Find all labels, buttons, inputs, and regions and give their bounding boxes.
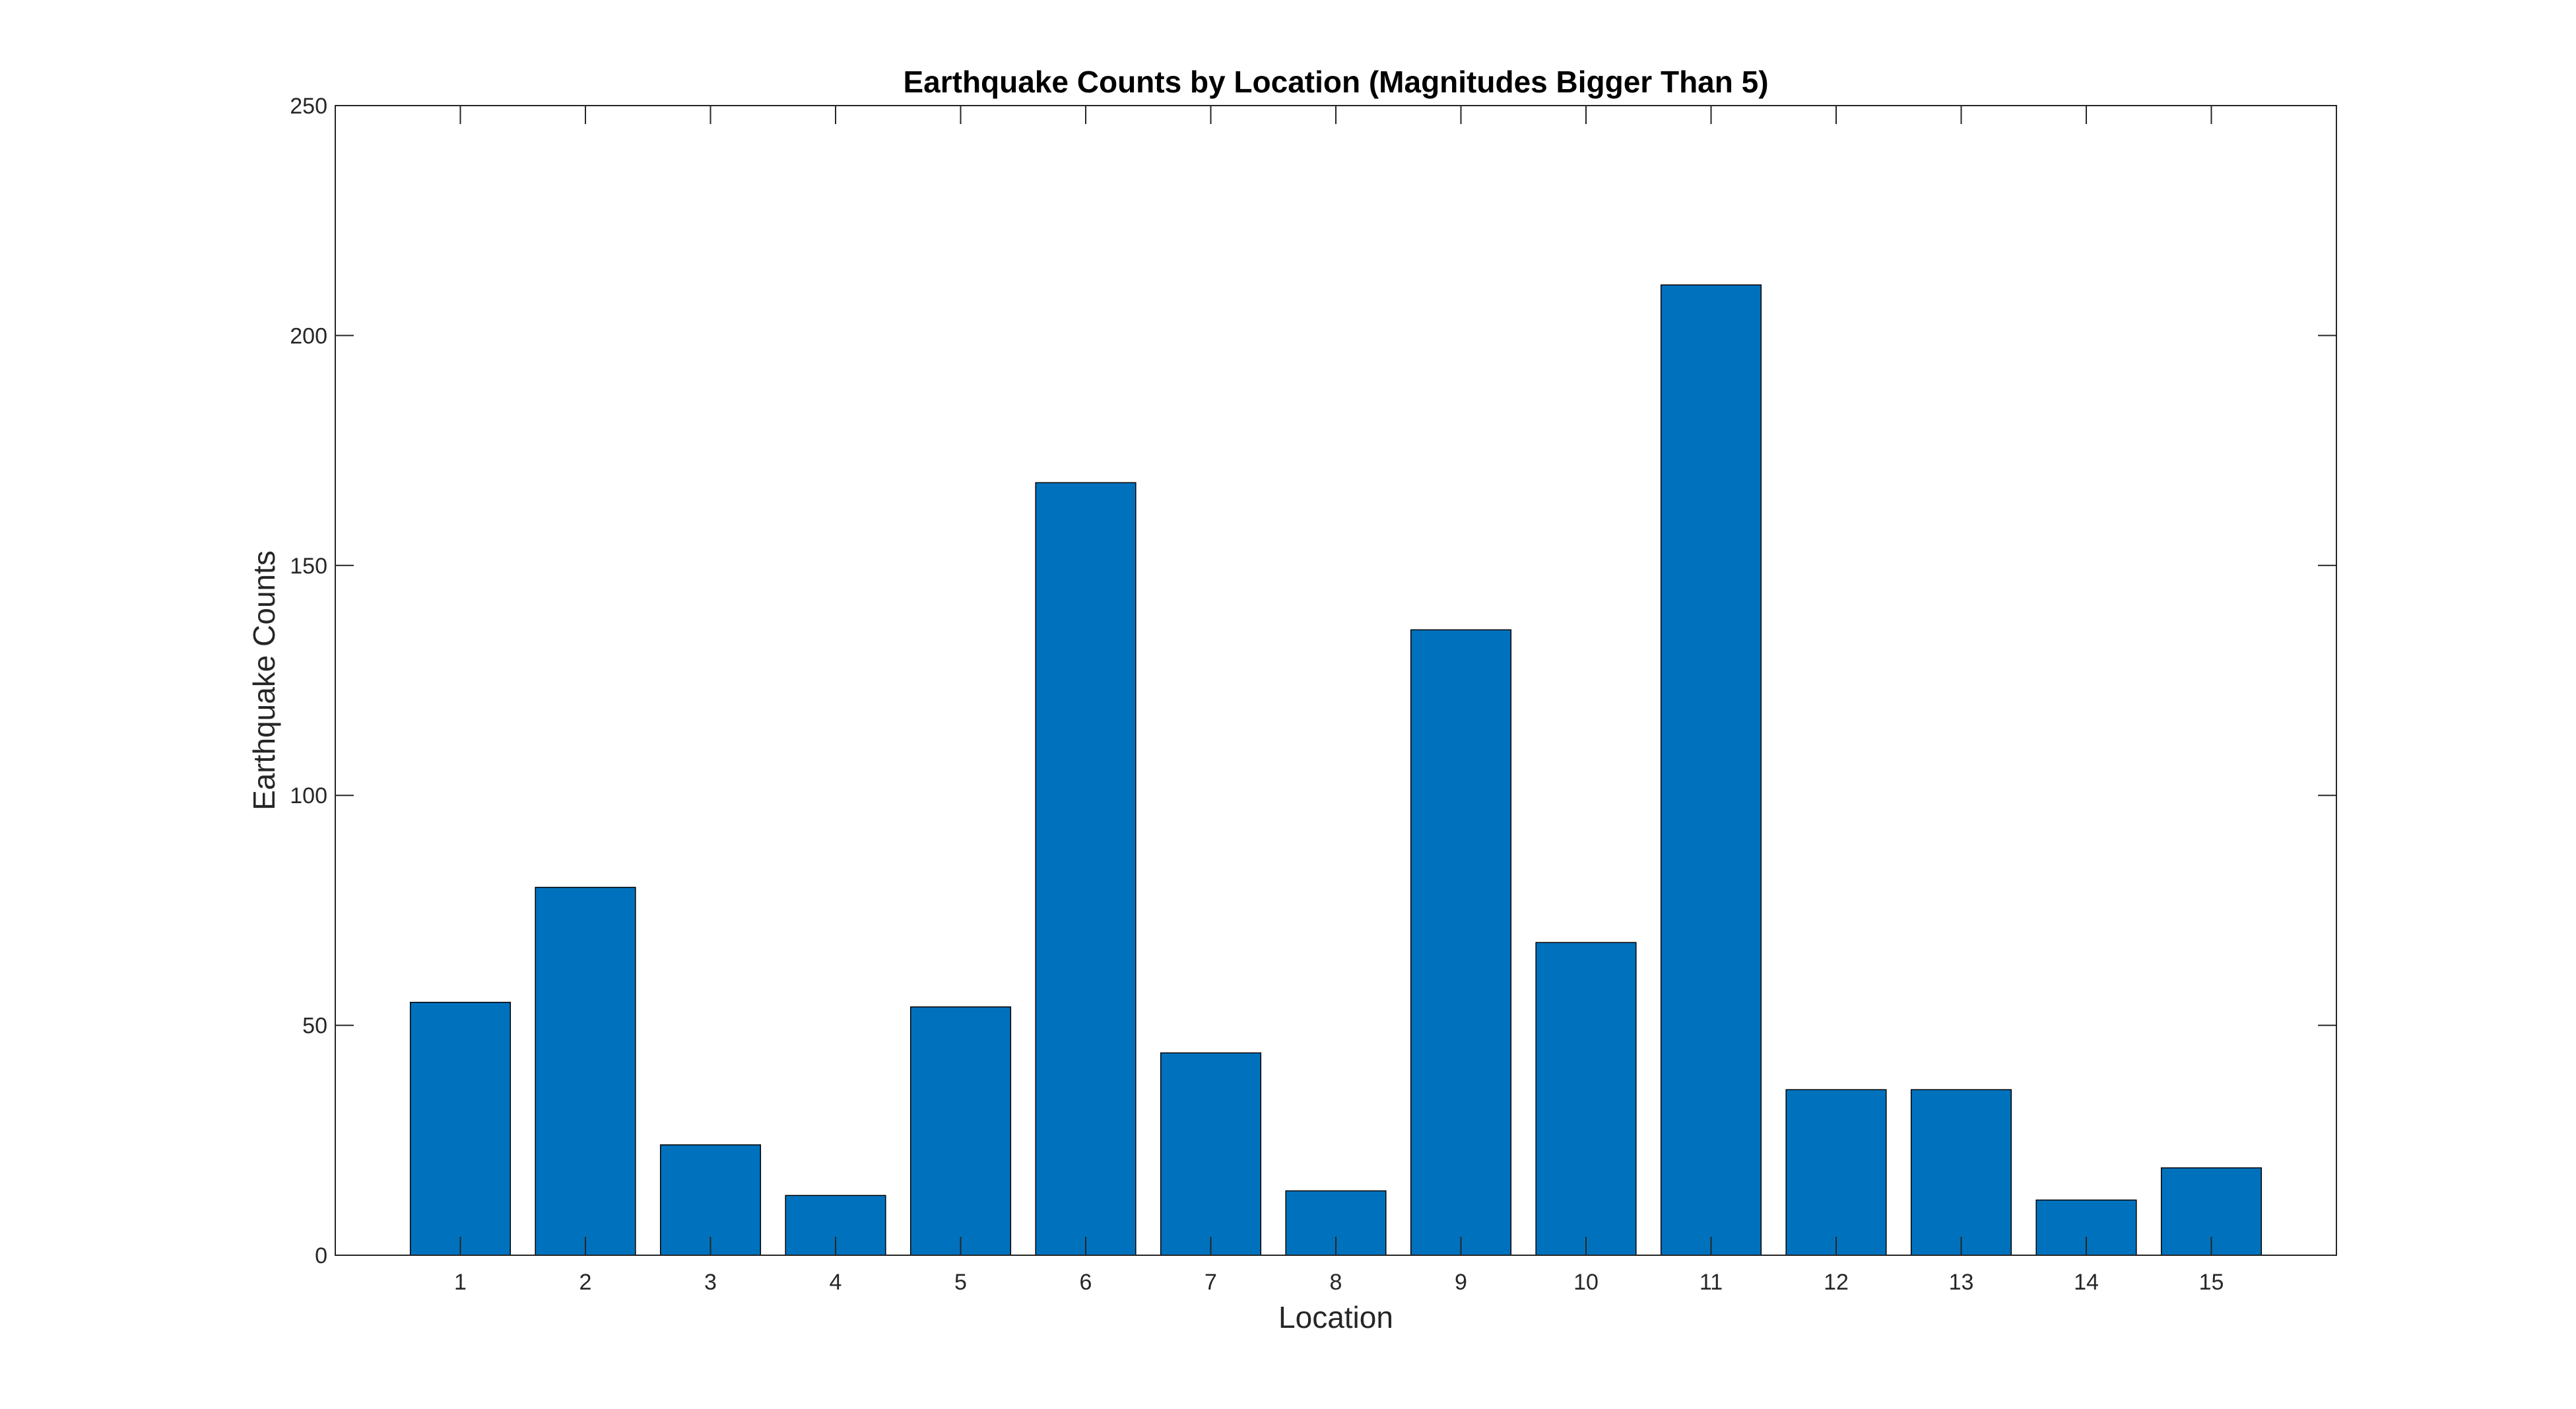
y-tick-label: 200 bbox=[290, 323, 327, 348]
y-tick-label: 250 bbox=[290, 94, 327, 119]
x-tick-label: 12 bbox=[1824, 1270, 1849, 1295]
x-tick-label: 13 bbox=[1949, 1270, 1974, 1295]
bar-7 bbox=[1160, 1052, 1262, 1256]
x-tick-label: 1 bbox=[454, 1270, 467, 1295]
bar-6 bbox=[1035, 482, 1137, 1256]
y-tick-label: 100 bbox=[290, 783, 327, 808]
x-tick-label: 10 bbox=[1573, 1270, 1599, 1295]
bar-11 bbox=[1660, 284, 1762, 1256]
y-tick-label: 50 bbox=[302, 1014, 327, 1039]
bar-5 bbox=[909, 1006, 1012, 1256]
x-tick-label: 7 bbox=[1205, 1270, 1217, 1295]
x-tick-label: 14 bbox=[2074, 1270, 2099, 1295]
x-tick-label: 9 bbox=[1455, 1270, 1467, 1295]
y-axis-label: Earthquake Counts bbox=[247, 550, 281, 810]
axes-box bbox=[335, 105, 2337, 1256]
chart-title: Earthquake Counts by Location (Magnitude… bbox=[903, 65, 1768, 99]
bar-13 bbox=[1910, 1089, 2012, 1256]
y-tick-label: 0 bbox=[315, 1243, 327, 1268]
x-tick-label: 15 bbox=[2199, 1270, 2224, 1295]
bar-9 bbox=[1410, 629, 1512, 1256]
bar-2 bbox=[535, 886, 636, 1256]
x-tick-label: 5 bbox=[954, 1270, 967, 1295]
x-tick-label: 8 bbox=[1330, 1270, 1342, 1295]
plot-area bbox=[335, 106, 2336, 1255]
x-tick-label: 2 bbox=[579, 1270, 592, 1295]
bar-12 bbox=[1785, 1089, 1887, 1256]
bar-10 bbox=[1535, 942, 1637, 1256]
x-tick-label: 11 bbox=[1700, 1270, 1723, 1295]
y-tick-label: 150 bbox=[290, 554, 327, 579]
x-tick-label: 4 bbox=[830, 1270, 842, 1295]
x-tick-label: 3 bbox=[704, 1270, 717, 1295]
x-tick-label: 6 bbox=[1080, 1270, 1092, 1295]
x-axis-label: Location bbox=[1278, 1300, 1393, 1334]
bar-1 bbox=[409, 1002, 512, 1256]
